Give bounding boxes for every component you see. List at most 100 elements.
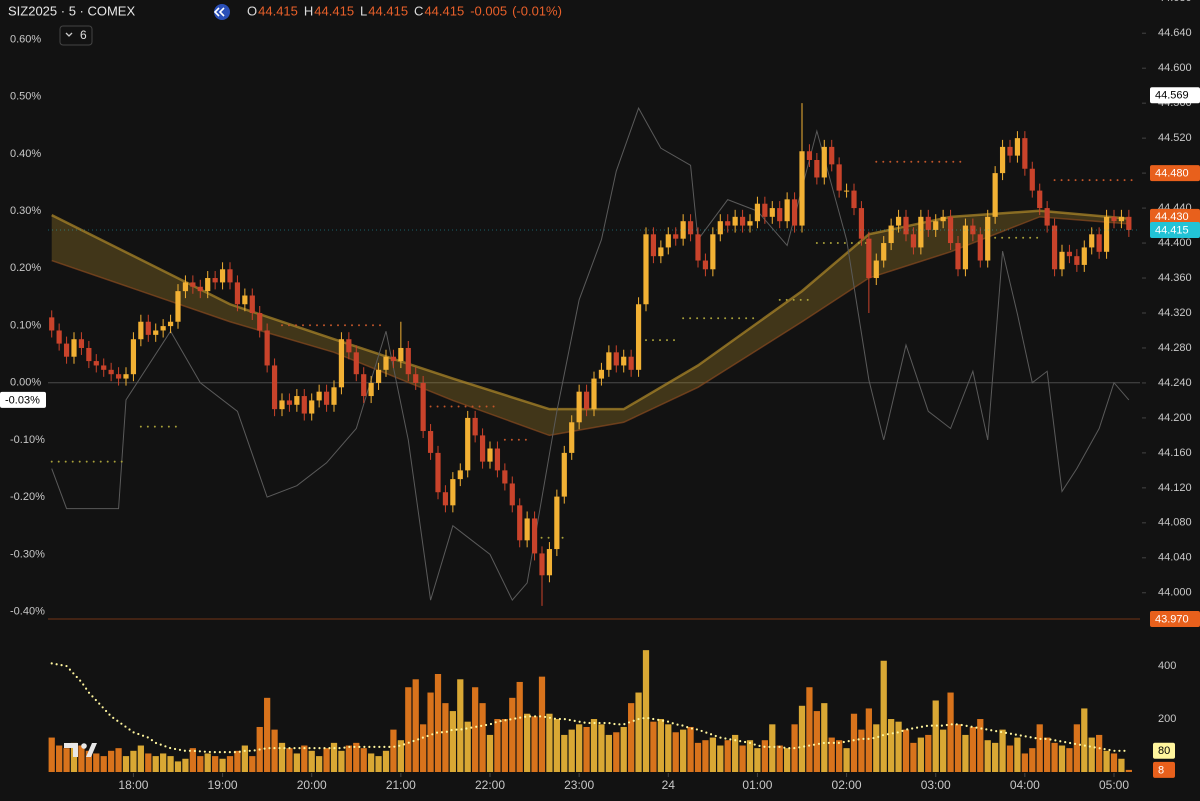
value-label-box bbox=[1150, 611, 1200, 627]
volume-bar bbox=[880, 660, 887, 772]
candle-body bbox=[182, 282, 189, 292]
volume-bar bbox=[680, 729, 687, 772]
candle-body bbox=[999, 146, 1006, 174]
symbol[interactable]: SIZ2025 · 5 · COMEX bbox=[8, 3, 135, 18]
volume-bar bbox=[732, 734, 739, 772]
candle-body bbox=[130, 339, 137, 375]
volume-bar bbox=[93, 753, 100, 772]
volume-bar bbox=[739, 745, 746, 772]
volume-bar bbox=[635, 692, 642, 772]
candle-body bbox=[427, 431, 434, 453]
volume-bar bbox=[969, 726, 976, 772]
x-tick-label: 20:00 bbox=[297, 778, 327, 792]
candle-body bbox=[576, 391, 582, 423]
volume-bar bbox=[910, 742, 917, 772]
candle-body bbox=[212, 278, 218, 283]
volume-bar bbox=[434, 674, 442, 772]
value-label-box bbox=[1150, 221, 1200, 238]
volume-bar bbox=[1058, 745, 1066, 772]
y-tick-label: 44.600 bbox=[1158, 62, 1192, 74]
candle-body bbox=[1007, 146, 1013, 156]
candle-body bbox=[687, 221, 694, 235]
y2-tick-label: -0.20% bbox=[10, 491, 45, 503]
candle-body bbox=[561, 452, 567, 497]
candle-body bbox=[1126, 216, 1132, 230]
volume-bar bbox=[813, 711, 820, 772]
volume-bar bbox=[115, 748, 122, 772]
ohlc-value: 44.415 bbox=[424, 3, 464, 18]
y2-tick-label: 0.30% bbox=[10, 205, 41, 217]
candle-body bbox=[806, 151, 813, 160]
candle-body bbox=[888, 225, 894, 244]
volume-bar bbox=[479, 703, 486, 772]
candle-body bbox=[108, 369, 114, 375]
volume-bar bbox=[345, 745, 352, 772]
volume-bar bbox=[472, 687, 479, 772]
ribbon-upper bbox=[51, 209, 1129, 411]
candle-body bbox=[115, 374, 122, 379]
candle-body bbox=[205, 278, 211, 292]
ohlc-key: L bbox=[360, 3, 367, 18]
candle-body bbox=[1066, 251, 1073, 257]
replay-icon[interactable] bbox=[214, 4, 230, 20]
candle-body bbox=[970, 225, 976, 235]
value-label-box bbox=[1150, 87, 1200, 104]
volume-bar bbox=[590, 719, 598, 772]
volume-bar bbox=[457, 679, 464, 772]
volume-bar bbox=[895, 721, 902, 772]
volume-bar bbox=[494, 719, 501, 772]
value-label-box bbox=[1150, 208, 1200, 225]
candle-body bbox=[762, 203, 768, 217]
indicator-count: 6 bbox=[80, 28, 87, 42]
volume-bar bbox=[1110, 753, 1118, 772]
volume-bar bbox=[1036, 724, 1043, 772]
candle-body bbox=[539, 553, 545, 576]
volume-bar bbox=[538, 676, 546, 772]
volume-bar bbox=[1006, 745, 1014, 772]
candle-body bbox=[769, 208, 775, 217]
volume-bar bbox=[642, 650, 650, 772]
candle-body bbox=[1081, 247, 1087, 265]
volume-bar bbox=[798, 705, 806, 772]
candle-body bbox=[153, 330, 159, 335]
candle-body bbox=[472, 417, 478, 436]
candle-body bbox=[784, 199, 790, 222]
candle-body bbox=[754, 203, 761, 222]
value-label-box bbox=[1150, 165, 1200, 182]
volume-bar bbox=[992, 742, 999, 772]
volume-bar bbox=[174, 761, 182, 772]
candle-body bbox=[271, 365, 278, 410]
volume-bar bbox=[806, 687, 813, 772]
volume-bar bbox=[873, 724, 880, 772]
candle-body bbox=[851, 190, 857, 209]
candle-body bbox=[390, 356, 397, 362]
volume-bar bbox=[204, 753, 211, 772]
volume-bar bbox=[1066, 748, 1073, 772]
ohlc-value: 44.415 bbox=[314, 3, 354, 18]
candle-body bbox=[606, 352, 612, 370]
volume-bar bbox=[583, 726, 590, 772]
candle-body bbox=[63, 343, 70, 357]
candle-body bbox=[86, 347, 92, 362]
candle-body bbox=[190, 282, 196, 287]
volume-bar bbox=[368, 753, 375, 772]
indicator-toggle[interactable] bbox=[59, 25, 93, 46]
ohlc: O 44.415 H 44.415 L 44.415 C 44.415 -0.005 (-0.01… bbox=[247, 3, 562, 18]
candle-body bbox=[286, 400, 293, 405]
volume-bar bbox=[152, 756, 159, 772]
volume-bar bbox=[145, 753, 152, 772]
candle-body bbox=[643, 234, 649, 305]
volume-bar bbox=[546, 713, 553, 772]
volume-bar bbox=[687, 726, 694, 772]
volume-bar bbox=[1081, 708, 1088, 772]
volume-bar bbox=[769, 724, 776, 772]
candle-body bbox=[673, 234, 679, 239]
candle-body bbox=[873, 260, 879, 279]
candle-body bbox=[940, 216, 946, 222]
candle-body bbox=[1096, 234, 1102, 252]
value-label-box bbox=[1153, 742, 1175, 759]
candle-body bbox=[457, 470, 463, 480]
candle-body bbox=[962, 225, 969, 270]
value-label: 44.430 bbox=[1155, 211, 1189, 223]
candle-body bbox=[1074, 256, 1080, 265]
